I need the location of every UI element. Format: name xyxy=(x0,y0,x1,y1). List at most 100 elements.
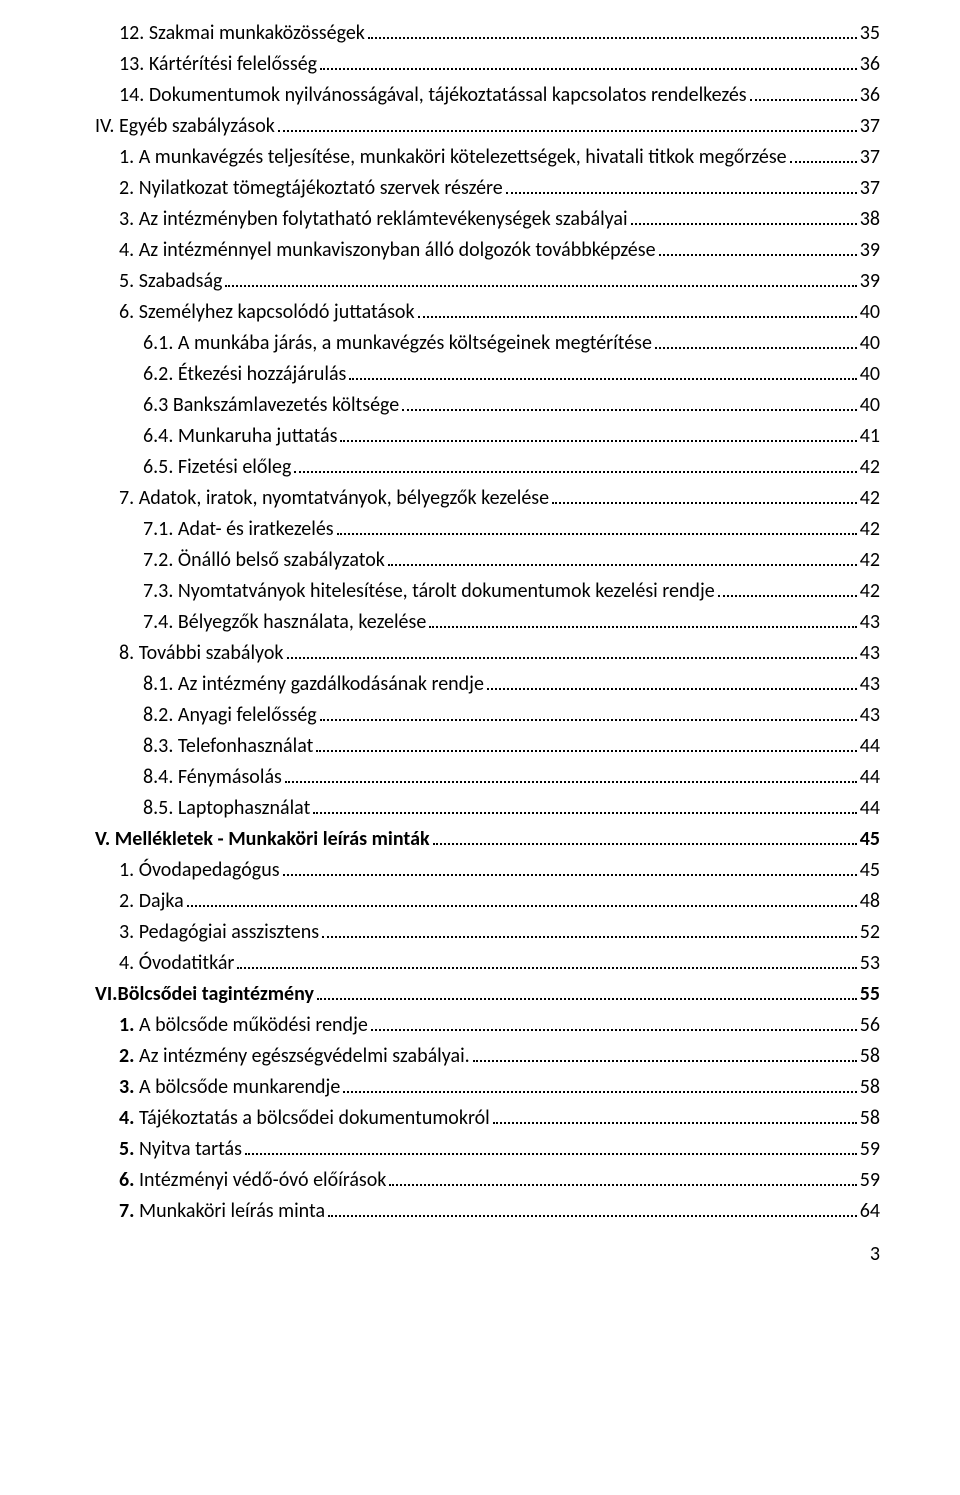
toc-leader-dots xyxy=(237,967,856,969)
toc-leader-dots xyxy=(317,998,857,1000)
toc-page-number: 59 xyxy=(860,1165,880,1196)
toc-entry: 2. Nyilatkozat tömegtájékoztató szervek … xyxy=(95,173,880,204)
toc-page-number: 38 xyxy=(860,204,880,235)
toc-entry: 7. Adatok, iratok, nyomtatványok, bélyeg… xyxy=(95,483,880,514)
toc-label: 6.1. A munkába járás, a munkavégzés költ… xyxy=(143,328,652,359)
toc-page-number: 44 xyxy=(860,793,880,824)
toc-label: V. Mellékletek - Munkaköri leírás minták xyxy=(95,824,430,855)
toc-page-number: 43 xyxy=(860,669,880,700)
toc-label: 7. Adatok, iratok, nyomtatványok, bélyeg… xyxy=(119,483,549,514)
toc-leader-dots xyxy=(750,99,857,101)
toc-label: 13. Kártérítési felelősség xyxy=(119,49,317,80)
toc-page-number: 43 xyxy=(860,638,880,669)
toc-label: 8.5. Laptophasználat xyxy=(143,793,310,824)
toc-label: 7.1. Adat- és iratkezelés xyxy=(143,514,334,545)
toc-entry: 8.3. Telefonhasználat44 xyxy=(95,731,880,762)
toc-label: 2. Nyilatkozat tömegtájékoztató szervek … xyxy=(119,173,503,204)
toc-leader-dots xyxy=(278,130,857,132)
toc-label: IV. Egyéb szabályzások xyxy=(95,111,275,142)
toc-entry: 7. Munkaköri leírás minta 64 xyxy=(95,1196,880,1227)
toc-page-number: 44 xyxy=(860,762,880,793)
toc-label: 12. Szakmai munkaközösségek xyxy=(119,18,365,49)
toc-leader-dots xyxy=(316,750,856,752)
toc-entry: VI.Bölcsődei tagintézmény55 xyxy=(95,979,880,1010)
toc-label: 1. A munkavégzés teljesítése, munkaköri … xyxy=(119,142,787,173)
toc-entry: 6.1. A munkába járás, a munkavégzés költ… xyxy=(95,328,880,359)
toc-label: 7. Munkaköri leírás minta xyxy=(119,1196,325,1227)
toc-label: 4. Óvodatitkár xyxy=(119,948,234,979)
toc-leader-dots xyxy=(320,719,857,721)
toc-leader-dots xyxy=(506,192,857,194)
toc-label: 1. A bölcsőde működési rendje xyxy=(119,1010,368,1041)
toc-leader-dots xyxy=(225,285,856,287)
toc-page-number: 42 xyxy=(860,514,880,545)
toc-page-number: 64 xyxy=(860,1196,880,1227)
toc-entry: 3. Az intézményben folytatható reklámtev… xyxy=(95,204,880,235)
toc-label: 3. Pedagógiai asszisztens xyxy=(119,917,319,948)
toc-label: 8. További szabályok xyxy=(119,638,284,669)
toc-entry: IV. Egyéb szabályzások 37 xyxy=(95,111,880,142)
toc-entry: 8.2. Anyagi felelősség 43 xyxy=(95,700,880,731)
toc-leader-dots xyxy=(283,874,857,876)
toc-leader-dots xyxy=(388,564,857,566)
toc-label: 8.2. Anyagi felelősség xyxy=(143,700,317,731)
toc-leader-dots xyxy=(493,1122,857,1124)
toc-label: 6. Intézményi védő-óvó előírások xyxy=(119,1165,386,1196)
toc-label: 6. Személyhez kapcsolódó juttatások xyxy=(119,297,415,328)
toc-entry: 1. Óvodapedagógus45 xyxy=(95,855,880,886)
toc-page-number: 43 xyxy=(860,607,880,638)
toc-entry: 6.3 Bankszámlavezetés költsége40 xyxy=(95,390,880,421)
toc-label: 5. Szabadság xyxy=(119,266,222,297)
toc-entry: 6.5. Fizetési előleg42 xyxy=(95,452,880,483)
toc-page-number: 45 xyxy=(860,824,880,855)
toc-page-number: 40 xyxy=(860,297,880,328)
toc-label: 3. A bölcsőde munkarendje xyxy=(119,1072,340,1103)
toc-page-number: 37 xyxy=(860,111,880,142)
toc-page-number: 58 xyxy=(860,1072,880,1103)
toc-leader-dots xyxy=(631,223,857,225)
toc-entry: 2. Az intézmény egészségvédelmi szabálya… xyxy=(95,1041,880,1072)
toc-entry: 13. Kártérítési felelősség36 xyxy=(95,49,880,80)
toc-leader-dots xyxy=(313,812,856,814)
toc-entry: 14. Dokumentumok nyilvánosságával, tájék… xyxy=(95,80,880,111)
toc-entry: 7.1. Adat- és iratkezelés 42 xyxy=(95,514,880,545)
toc-entry: V. Mellékletek - Munkaköri leírás minták… xyxy=(95,824,880,855)
toc-leader-dots xyxy=(294,471,856,473)
toc-entry: 5. Nyitva tartás 59 xyxy=(95,1134,880,1165)
toc-page-number: 42 xyxy=(860,483,880,514)
toc-page-number: 59 xyxy=(860,1134,880,1165)
toc-leader-dots xyxy=(552,502,857,504)
toc-entry: 3. A bölcsőde munkarendje 58 xyxy=(95,1072,880,1103)
toc-entry: 4. Óvodatitkár53 xyxy=(95,948,880,979)
toc-leader-dots xyxy=(287,657,857,659)
toc-entry: 6. Intézményi védő-óvó előírások 59 xyxy=(95,1165,880,1196)
toc-leader-dots xyxy=(322,936,857,938)
toc-entry: 7.4. Bélyegzők használata, kezelése 43 xyxy=(95,607,880,638)
toc-page-number: 43 xyxy=(860,700,880,731)
toc-label: 4. Az intézménnyel munkaviszonyban álló … xyxy=(119,235,656,266)
toc-page-number: 40 xyxy=(860,390,880,421)
toc-label: 14. Dokumentumok nyilvánosságával, tájék… xyxy=(119,80,747,111)
toc-page-number: 36 xyxy=(860,80,880,111)
toc-entry: 4. Tájékoztatás a bölcsődei dokumentumok… xyxy=(95,1103,880,1134)
toc-page-number: 41 xyxy=(860,421,880,452)
toc-leader-dots xyxy=(328,1215,857,1217)
toc-label: 5. Nyitva tartás xyxy=(119,1134,242,1165)
toc-leader-dots xyxy=(389,1184,856,1186)
toc-label: 8.4. Fénymásolás xyxy=(143,762,282,793)
toc-label: 7.2. Önálló belső szabályzatok xyxy=(143,545,385,576)
toc-entry: 6.2. Étkezési hozzájárulás40 xyxy=(95,359,880,390)
toc-entry: 12. Szakmai munkaközösségek35 xyxy=(95,18,880,49)
toc-entry: 8.1. Az intézmény gazdálkodásának rendje… xyxy=(95,669,880,700)
toc-label: 6.4. Munkaruha juttatás xyxy=(143,421,337,452)
toc-page-number: 37 xyxy=(860,142,880,173)
toc-leader-dots xyxy=(433,843,857,845)
toc-label: 7.4. Bélyegzők használata, kezelése xyxy=(143,607,426,638)
toc-page-number: 42 xyxy=(860,545,880,576)
toc-leader-dots xyxy=(659,254,857,256)
toc-label: 8.1. Az intézmény gazdálkodásának rendje xyxy=(143,669,484,700)
toc-label: 7.3. Nyomtatványok hitelesítése, tárolt … xyxy=(143,576,715,607)
toc-page-number: 42 xyxy=(860,452,880,483)
toc-leader-dots xyxy=(429,626,856,628)
toc-entry: 7.3. Nyomtatványok hitelesítése, tárolt … xyxy=(95,576,880,607)
